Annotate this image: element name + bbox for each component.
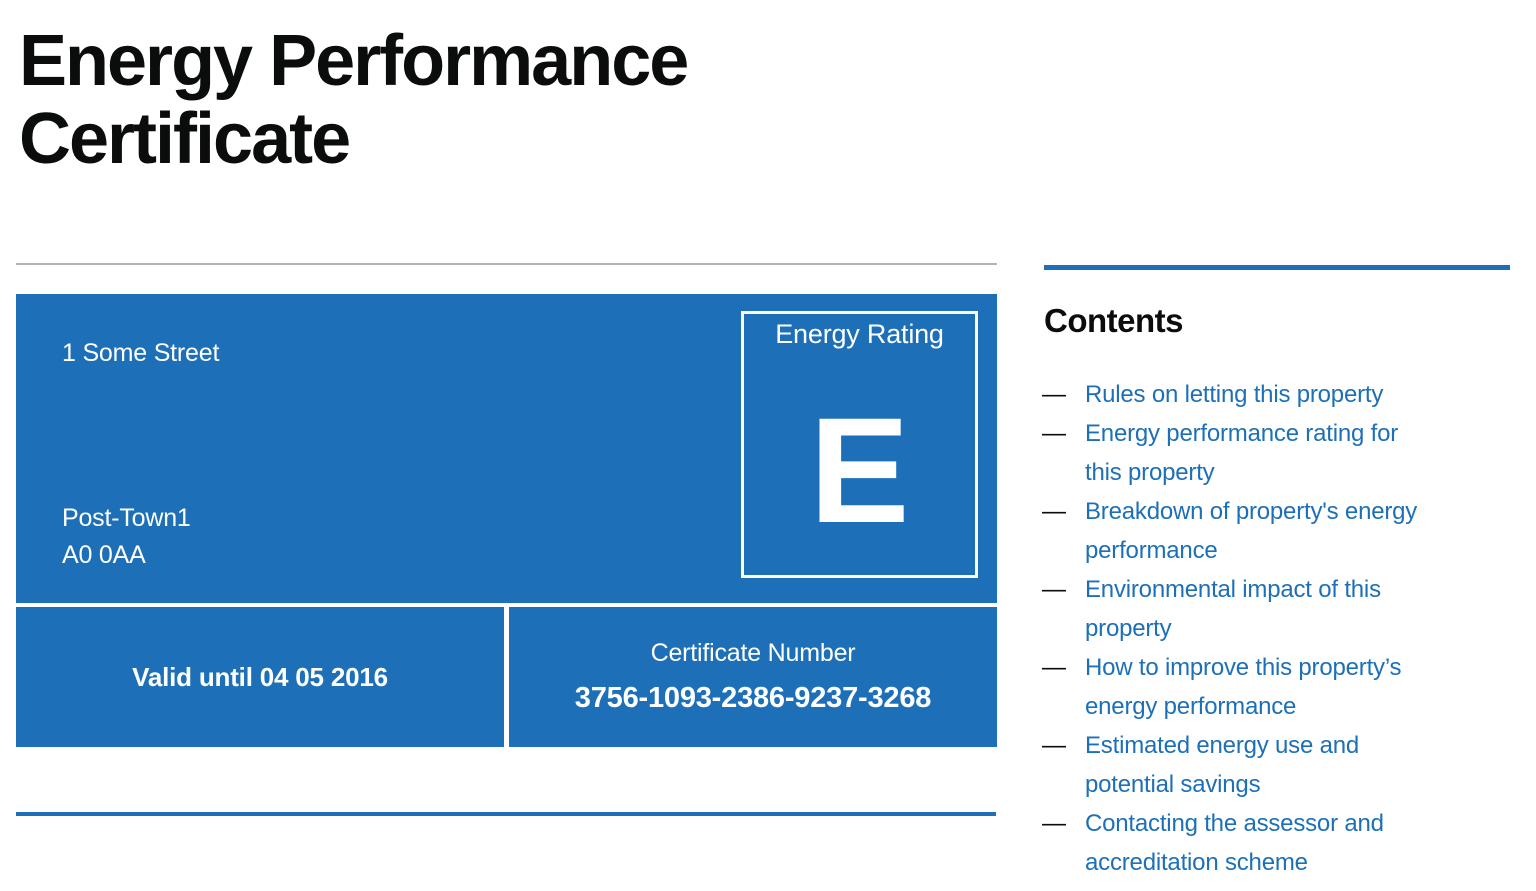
dash-bullet: —	[1042, 576, 1066, 603]
contents-panel: Contents — Rules on letting this propert…	[1042, 265, 1510, 882]
contents-link-energy-performance-rating[interactable]: Energy performance rating for this prope…	[1085, 420, 1399, 486]
certificate-summary-panel: 1 Some Street Post-Town1 A0 0AA Energy R…	[16, 294, 997, 603]
certificate-number-value: 3756-1093-2386-9237-3268	[574, 682, 932, 714]
contents-link-rules-on-letting[interactable]: Rules on letting this property	[1085, 381, 1384, 408]
dash-bullet: —	[1042, 810, 1066, 837]
dash-bullet: —	[1042, 498, 1066, 525]
contents-link-environmental-impact[interactable]: Environmental impact of this property	[1085, 576, 1381, 642]
validity-cell: Valid until 04 05 2016	[16, 607, 504, 747]
list-item: — Estimated energy use and potential sav…	[1042, 726, 1510, 804]
contents-top-border	[1044, 265, 1510, 270]
list-item: — Environmental impact of this property	[1042, 570, 1510, 648]
section-break-rule	[16, 812, 996, 816]
list-item: — How to improve this property’s energy …	[1042, 648, 1510, 726]
certificate-number-cell: Certificate Number 3756-1093-2386-9237-3…	[509, 607, 997, 747]
certificate-number-label: Certificate Number	[650, 639, 856, 667]
dash-bullet: —	[1042, 381, 1066, 408]
dash-bullet: —	[1042, 732, 1066, 759]
energy-rating-value: E	[809, 386, 910, 554]
address-street: 1 Some Street	[62, 339, 220, 367]
dash-bullet: —	[1042, 420, 1066, 447]
address-postcode: A0 0AA	[62, 541, 146, 569]
address-town: Post-Town1	[62, 504, 191, 532]
energy-rating-box: Energy Rating E	[741, 311, 978, 578]
dash-bullet: —	[1042, 654, 1066, 681]
energy-rating-label: Energy Rating	[775, 319, 944, 349]
contents-link-how-to-improve[interactable]: How to improve this property’s energy pe…	[1085, 654, 1402, 720]
address-town-block: Post-Town1 A0 0AA	[62, 500, 191, 574]
contents-link-estimated-energy-use[interactable]: Estimated energy use and potential savin…	[1085, 732, 1360, 798]
contents-list: — Rules on letting this property — Energ…	[1042, 375, 1510, 882]
page-title: Energy Performance Certificate	[19, 21, 689, 179]
list-item: — Rules on letting this property	[1042, 375, 1510, 414]
contents-link-contacting-assessor[interactable]: Contacting the assessor and accreditatio…	[1085, 810, 1384, 876]
list-item: — Energy performance rating for this pro…	[1042, 414, 1510, 492]
valid-until-text: Valid until 04 05 2016	[132, 661, 388, 692]
grey-divider	[16, 263, 997, 265]
list-item: — Contacting the assessor and accreditat…	[1042, 804, 1510, 882]
contents-link-breakdown-energy-performance[interactable]: Breakdown of property's energy performan…	[1085, 498, 1418, 564]
contents-heading: Contents	[1044, 302, 1184, 339]
list-item: — Breakdown of property's energy perform…	[1042, 492, 1510, 570]
